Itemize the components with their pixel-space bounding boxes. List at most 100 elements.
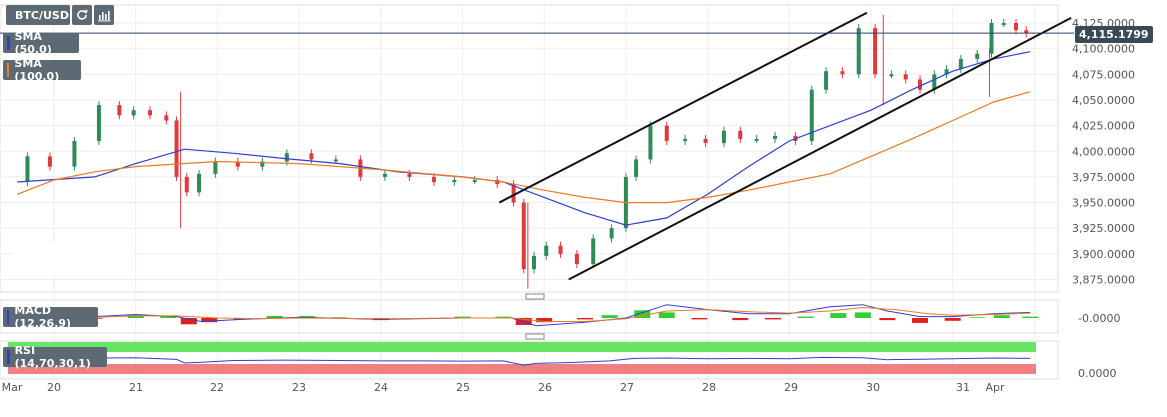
sma100-stripe: [7, 63, 10, 77]
x-tick-label: 31: [956, 381, 970, 394]
macd-histogram-bar: [912, 318, 929, 323]
candle-body: [235, 161, 240, 167]
rsi-legend[interactable]: RSI (14,70,30,1): [3, 344, 107, 370]
refresh-icon: [77, 9, 88, 20]
macd-histogram-bar: [830, 313, 847, 318]
macd-histogram-bar: [634, 310, 651, 318]
y-tick-label: 3,975.0000: [1072, 171, 1135, 184]
candle-body: [164, 115, 169, 121]
candle-body: [989, 23, 994, 54]
last-price-tag: 4,115.1799: [1075, 26, 1153, 43]
y-tick-label: 4,050.0000: [1072, 94, 1135, 107]
x-tick-label: 30: [866, 381, 880, 394]
candle-body: [309, 153, 314, 160]
x-tick-label: 27: [620, 381, 634, 394]
candle-body: [1024, 30, 1029, 34]
macd-histogram-bar: [495, 316, 512, 318]
macd-histogram-bar: [299, 315, 316, 318]
rsi-label: RSI (14,70,30,1): [14, 344, 91, 370]
macd-line: [21, 304, 1031, 327]
panel-resize-grip: [525, 333, 545, 340]
y-tick-label: 3,900.0000: [1072, 248, 1135, 261]
macd-histogram-bar: [879, 318, 896, 321]
rsi-line: [21, 356, 1031, 366]
x-tick-label: 29: [784, 381, 798, 394]
candle-body: [721, 130, 726, 144]
x-tick-label: 23: [292, 381, 306, 394]
x-tick-label: 28: [702, 381, 716, 394]
macd-histogram-bar: [1022, 316, 1039, 318]
candle-body: [903, 74, 908, 80]
candle-body: [703, 138, 708, 144]
y-tick-label: 3,875.0000: [1072, 274, 1135, 287]
x-tick-label: Mar: [2, 381, 23, 394]
macd-histogram-bar: [160, 315, 177, 318]
candle-body: [856, 28, 861, 75]
rsi-frame: [0, 340, 1059, 380]
candle-body: [521, 202, 526, 270]
blank-panel: [13, 243, 133, 275]
candle-body: [174, 120, 179, 177]
macd-label: MACD (12,26,9): [14, 304, 72, 330]
candle-body: [648, 125, 653, 160]
candle-body: [284, 153, 289, 162]
refresh-button[interactable]: [72, 5, 92, 25]
rsi-overbought-band: [8, 342, 1036, 352]
y-tick-label: 3,950.0000: [1072, 197, 1135, 210]
macd-legend[interactable]: MACD (12,26,9): [3, 304, 98, 330]
candle-body: [574, 253, 579, 265]
macd-y-tick-label: -0.0000: [1078, 312, 1120, 325]
y-tick-label: 4,025.0000: [1072, 120, 1135, 133]
candle-body: [495, 179, 500, 185]
macd-histogram-bar: [601, 315, 618, 318]
rsi-oversold-band: [8, 364, 1036, 374]
candle-body: [431, 176, 436, 183]
x-tick-label: 21: [129, 381, 143, 394]
macd-histogram-bar: [969, 317, 986, 318]
price-layer: [0, 11, 1074, 289]
x-tick-label: 20: [47, 381, 61, 394]
candle-body: [889, 74, 894, 77]
macd-histogram-bar: [536, 318, 553, 323]
candle-body: [609, 228, 614, 239]
macd-histogram-bar: [266, 315, 283, 318]
candle-body: [664, 125, 669, 141]
y-tick-label: 4,000.0000: [1072, 145, 1135, 158]
macd-histogram-bar: [331, 317, 348, 318]
candle-body: [382, 173, 387, 177]
x-tick-label: Apr: [985, 381, 1005, 394]
y-tick-label: 3,925.0000: [1072, 222, 1135, 235]
candle-body: [544, 245, 549, 256]
candle-body: [472, 179, 477, 182]
symbol-text: BTC/USD: [15, 8, 69, 22]
bars-button[interactable]: [94, 5, 114, 25]
candle-body: [558, 245, 563, 254]
sma100-legend[interactable]: SMA (100,0): [3, 57, 81, 83]
macd-histogram-bar: [577, 318, 594, 320]
trendline: [568, 16, 1072, 281]
macd-signal-line: [21, 306, 1031, 322]
x-tick-label: 25: [456, 381, 470, 394]
macd-histogram-bar: [691, 318, 708, 320]
candle-body: [1001, 23, 1006, 25]
sma50-stripe: [7, 36, 10, 50]
candle-body: [531, 255, 536, 270]
sma50-line: [17, 51, 1031, 226]
sma50-label: SMA (50,0): [14, 30, 52, 56]
candle-body: [452, 179, 457, 183]
macd-histogram-bar: [764, 318, 781, 320]
candle-body: [873, 28, 878, 75]
macd-histogram-bar: [658, 312, 675, 318]
candle-body: [197, 173, 202, 193]
candle-body: [260, 161, 265, 167]
candle-body: [773, 135, 778, 139]
candle-body: [754, 138, 759, 141]
macd-frame: [0, 299, 1059, 334]
sma50-legend[interactable]: SMA (50,0): [3, 30, 79, 56]
candle-body: [918, 79, 923, 90]
symbol-label[interactable]: BTC/USD: [6, 5, 70, 25]
candle-body: [131, 110, 136, 116]
candle-body: [958, 58, 963, 70]
panel-resize-grip: [525, 293, 545, 300]
